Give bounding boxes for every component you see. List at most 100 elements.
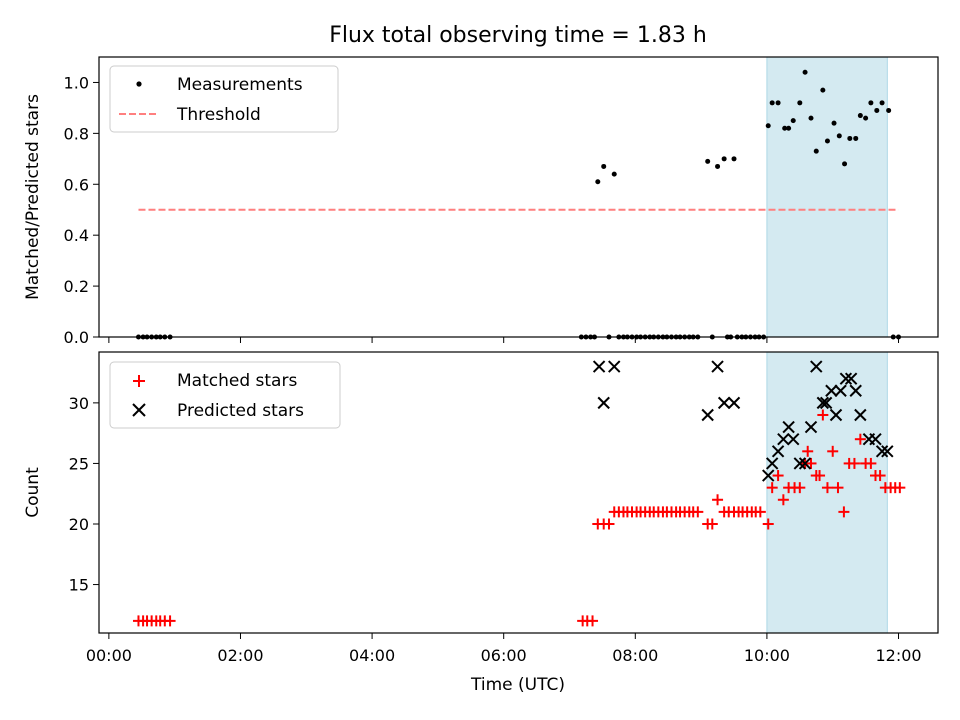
measurement-point [797,100,803,106]
predicted-star-point [829,408,843,422]
y-tick-label: 20 [69,515,89,534]
measurement-point [847,135,853,141]
y-tick-label: 0.6 [64,175,89,194]
matched-star-point [832,482,844,494]
matched-star-point [805,457,817,469]
legend-measurements-label: Measurements [177,75,303,95]
predicted-star-point [727,396,741,410]
measurement-point [721,156,727,162]
measurement-point [782,125,788,131]
matched-star-point [838,506,850,518]
matched-star-point [777,494,789,506]
bottom-panel: 00:00 02:00 04:00 06:00 08:00 10:00 12:00 15 20 2… [23,351,939,665]
bottom-y-axis-label: Count [23,467,43,518]
predicted-star-point [839,372,853,385]
measurement-point [775,100,781,106]
measurement-point [857,113,863,119]
measurement-point [868,100,874,106]
predicted-star-point [592,360,606,373]
x-tick-label: 12:00 [875,646,921,665]
measurement-point [853,135,859,141]
measurement-point [731,156,737,162]
legend-predicted-marker [132,403,146,417]
legend-predicted-label: Predicted stars [177,401,304,421]
x-tick-label: 02:00 [217,646,263,665]
y-tick-label: 25 [69,454,89,473]
measurement-point [824,138,830,144]
matched-star-point [766,482,778,494]
predicted-star-point [854,408,867,422]
predicted-star-point [787,432,800,446]
predicted-star-point [816,396,830,410]
top-panel-frame [98,56,939,338]
measurement-point [836,133,842,139]
top-legend-box [109,65,339,133]
predicted-star-point [608,360,621,373]
x-tick-label: 06:00 [481,646,527,665]
top-legend: Measurements Threshold [109,65,339,133]
y-tick-label: 1.0 [64,73,89,92]
matched-star-point [894,482,906,494]
measurement-point [790,118,796,124]
matched-star-point [603,518,615,530]
measurement-point [831,120,837,126]
measurement-point [769,100,775,106]
x-tick-label: 00:00 [86,646,132,665]
predicted-star-point [777,432,790,446]
measurement-point [715,163,721,169]
legend-matched-label: Matched stars [177,371,297,391]
measurement-point [705,158,711,164]
top-y-axis-label: Matched/Predicted stars [23,94,43,300]
matched-star-point [587,615,599,627]
measurement-point [802,69,808,75]
x-tick-label: 04:00 [349,646,395,665]
matched-star-point [865,457,877,469]
measurement-point [879,100,885,106]
y-tick-label: 0.0 [64,328,89,347]
x-tick-label: 08:00 [612,646,658,665]
predicted-star-point [875,445,889,458]
legend-threshold-label: Threshold [176,105,261,125]
matched-star-point [814,470,826,482]
predicted-star-point [717,396,731,410]
matched-star-point [821,482,833,494]
bottom-legend-box [109,361,341,429]
predicted-star-point [782,420,795,434]
matched-star-point [802,445,814,457]
measurement-point [595,179,601,185]
matched-star-point [827,445,839,457]
y-tick-label: 0.2 [64,277,89,296]
matched-star-point [164,615,176,627]
predicted-star-point [798,457,812,470]
predicted-star-point [804,420,818,434]
matched-star-point [692,506,704,518]
matched-star-point [772,470,784,482]
predicted-star-point [771,445,785,458]
predicted-star-point [793,457,807,470]
measurement-point [765,123,771,129]
measurement-point [813,148,819,154]
measurement-point [601,163,607,169]
matched-star-point [874,470,886,482]
matched-star-point [794,482,806,494]
predicted-star-point [834,384,847,397]
bottom-panel-frame [98,351,939,634]
y-tick-label: 30 [69,394,89,413]
predicted-star-point [762,469,775,482]
chart-title: Flux total observing time = 1.83 h [329,23,707,48]
x-axis-label: Time (UTC) [470,675,565,695]
predicted-star-point [825,384,838,397]
matched-star-point [854,433,866,445]
measurement-point [842,161,848,167]
matched-star-point [817,409,829,421]
matched-star-point [762,518,774,530]
predicted-star-point [844,372,858,385]
legend-measurements-marker [136,81,142,87]
predicted-star-point [881,445,894,458]
measurement-point [786,125,792,131]
y-tick-label: 15 [69,576,89,595]
predicted-star-point [869,432,882,446]
legend-matched-marker [133,375,145,387]
highlight-span-top [766,57,888,337]
top-panel: 0.0 0.2 0.4 0.6 0.8 1.0 Matched/Predicted sta… [23,56,939,347]
